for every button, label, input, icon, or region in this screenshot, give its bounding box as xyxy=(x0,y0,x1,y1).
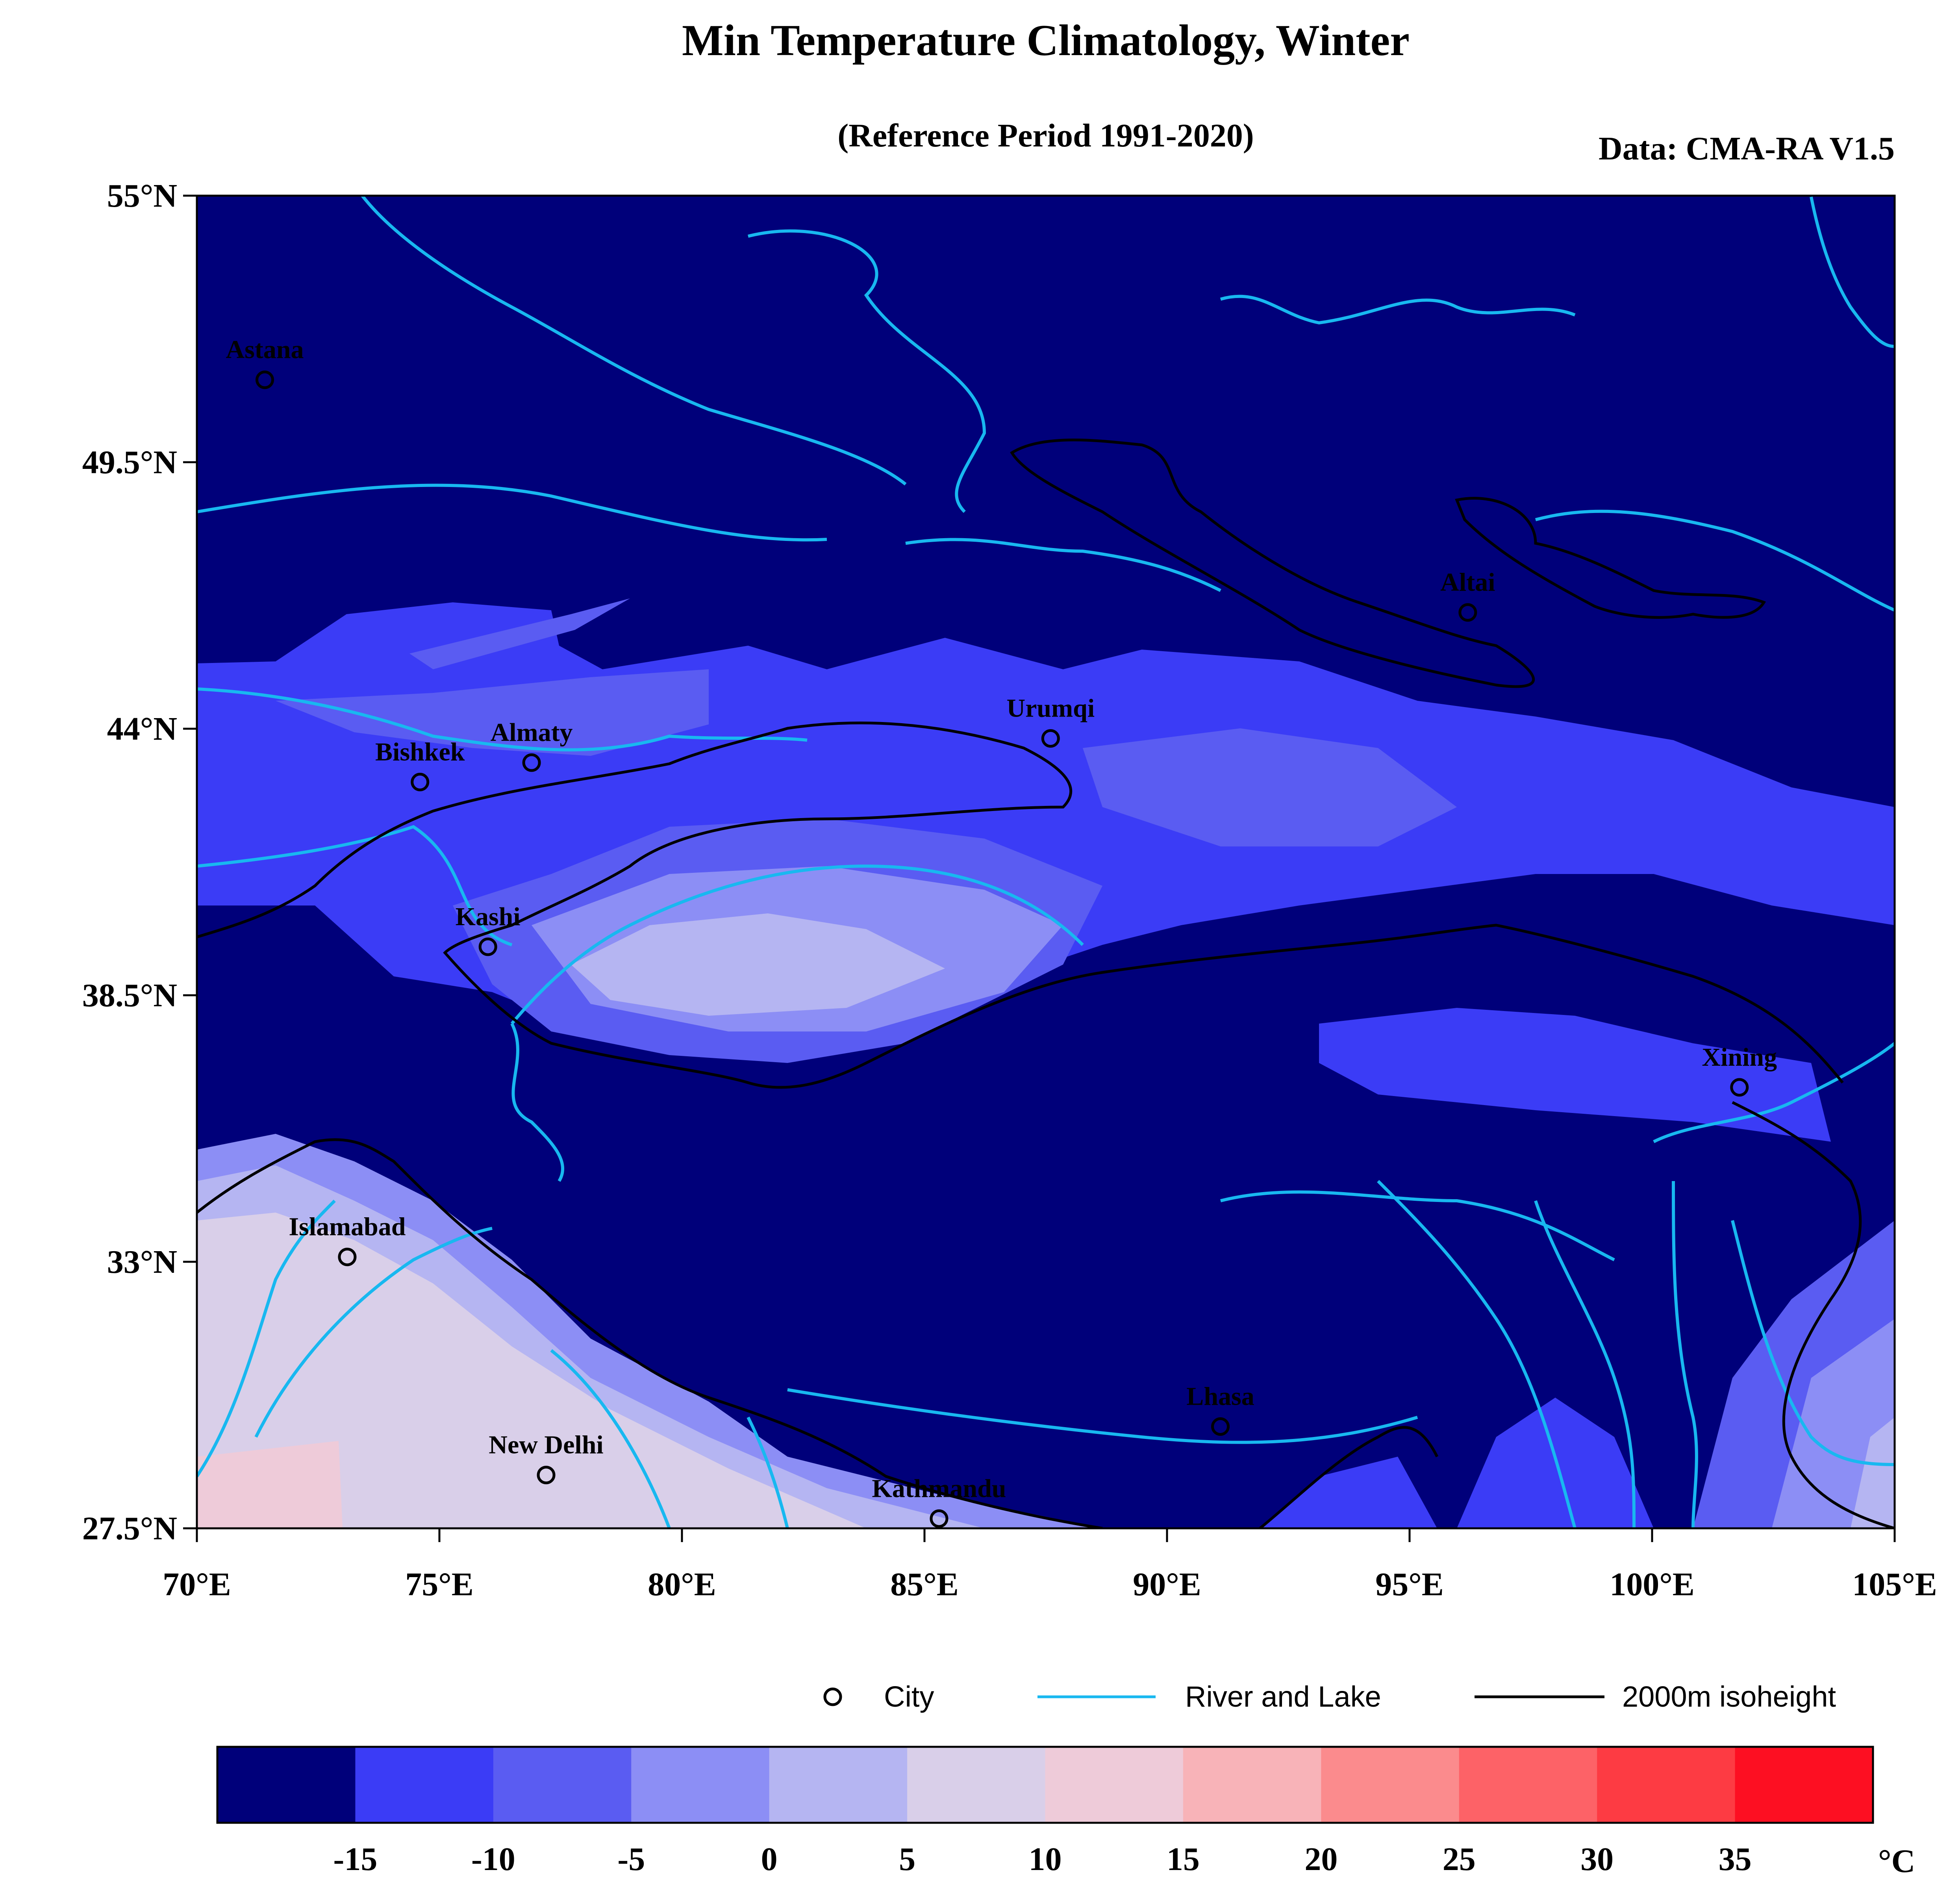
colorbar-label: 5 xyxy=(899,1841,915,1878)
colorbar-swatch xyxy=(493,1747,632,1823)
lon-tick-label: 75°E xyxy=(405,1566,474,1603)
colorbar-label: 10 xyxy=(1029,1841,1062,1878)
map-legend: City River and Lake 2000m isoheight xyxy=(823,1680,1836,1713)
colorbar-label: 15 xyxy=(1167,1841,1200,1878)
city-marker xyxy=(255,370,274,389)
city-marker xyxy=(1211,1417,1230,1436)
city-label: Kashi xyxy=(456,902,521,931)
lon-tick-label: 100°E xyxy=(1610,1566,1695,1603)
map-title: Min Temperature Climatology, Winter xyxy=(682,16,1410,65)
isoheight-lines xyxy=(197,439,1895,1528)
city-marker xyxy=(411,772,430,791)
city-marker xyxy=(537,1466,556,1485)
city-label: Almaty xyxy=(491,718,573,747)
colorbar-swatch xyxy=(1459,1747,1598,1823)
colorbar-label: 30 xyxy=(1580,1841,1614,1878)
colorbar-swatch xyxy=(1597,1747,1736,1823)
city-label: Islamabad xyxy=(289,1213,406,1241)
colorbar-label: 25 xyxy=(1443,1841,1476,1878)
colorbar-swatch xyxy=(1045,1747,1184,1823)
lon-tick-label: 70°E xyxy=(163,1566,231,1603)
lat-tick-label: 49.5°N xyxy=(82,444,177,481)
colorbar-label: 20 xyxy=(1304,1841,1338,1878)
legend-isoheight-label: 2000m isoheight xyxy=(1622,1680,1836,1713)
lat-tick-label: 38.5°N xyxy=(82,977,177,1014)
city-label: Lhasa xyxy=(1186,1382,1254,1411)
river-lines xyxy=(197,196,1895,1528)
lon-tick-label: 95°E xyxy=(1375,1566,1444,1603)
city-label: Astana xyxy=(226,335,304,364)
city-marker xyxy=(1458,603,1477,622)
lon-tick-label: 85°E xyxy=(890,1566,959,1603)
city-marker xyxy=(1041,729,1060,748)
city-label: Altai xyxy=(1440,568,1495,597)
colorbar-label: -15 xyxy=(333,1841,377,1878)
lon-tick-label: 80°E xyxy=(648,1566,716,1603)
city-marker xyxy=(1730,1078,1749,1097)
colorbar-swatch xyxy=(1735,1747,1873,1823)
colorbar-swatch xyxy=(907,1747,1046,1823)
map-frame xyxy=(196,194,1896,1529)
city-label: Kathmandu xyxy=(872,1474,1006,1503)
city-label: Xining xyxy=(1702,1043,1777,1072)
temperature-field xyxy=(197,196,1895,1528)
colorbar-unit: °C xyxy=(1878,1843,1915,1879)
data-source: Data: CMA-RA V1.5 xyxy=(1599,130,1895,167)
city-marker xyxy=(522,753,541,772)
city-label: New Delhi xyxy=(489,1431,603,1459)
colorbar-label: -5 xyxy=(617,1841,645,1878)
colorbar-swatch xyxy=(631,1747,770,1823)
colorbar-label: 0 xyxy=(761,1841,778,1878)
lon-tick-label: 105°E xyxy=(1852,1566,1937,1603)
legend-city-marker xyxy=(823,1687,842,1706)
legend-river-label: River and Lake xyxy=(1185,1680,1381,1713)
lat-tick-label: 55°N xyxy=(107,178,177,214)
colorbar-swatch xyxy=(217,1747,356,1823)
city-label: Urumqi xyxy=(1006,694,1095,723)
legend-city-label: City xyxy=(884,1680,934,1713)
lat-tick-label: 44°N xyxy=(107,711,177,747)
colorbar-swatch xyxy=(355,1747,494,1823)
colorbar-frame xyxy=(216,1746,1874,1824)
latitude-axis: 55°N 49.5°N 44°N 38.5°N 33°N 27.5°N xyxy=(82,178,197,1547)
lat-tick-label: 27.5°N xyxy=(82,1510,177,1547)
colorbar-label: 35 xyxy=(1719,1841,1752,1878)
city-marker xyxy=(338,1248,357,1267)
lon-tick-label: 90°E xyxy=(1133,1566,1201,1603)
city-marker xyxy=(930,1509,949,1528)
city-marker xyxy=(478,937,497,956)
colorbar-swatch xyxy=(769,1747,908,1823)
lat-tick-label: 33°N xyxy=(107,1244,177,1280)
longitude-axis: 70°E 75°E 80°E 85°E 90°E 95°E 100°E 105°E xyxy=(163,1528,1937,1603)
colorbar-swatch xyxy=(1321,1747,1460,1823)
map-subtitle: (Reference Period 1991-2020) xyxy=(837,117,1254,154)
colorbar-label: -10 xyxy=(471,1841,515,1878)
colorbar: -15 -10 -5 0 5 10 15 20 25 30 35 xyxy=(217,1747,1873,1878)
city-markers: Astana Bishkek Almaty Urumqi Altai Kashi Xinin… xyxy=(226,335,1777,1528)
city-label: Bishkek xyxy=(375,737,465,766)
colorbar-swatch xyxy=(1183,1747,1322,1823)
